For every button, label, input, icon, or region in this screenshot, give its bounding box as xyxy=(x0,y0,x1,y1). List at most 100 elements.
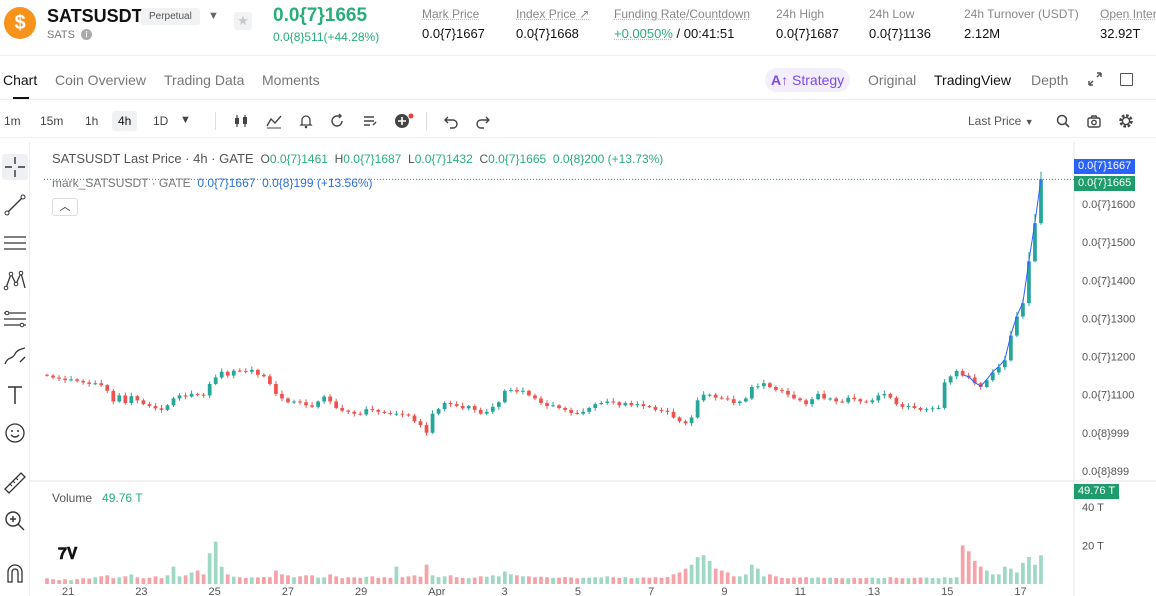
candle-body xyxy=(298,401,302,403)
candle-body xyxy=(268,376,272,384)
candle-body xyxy=(141,400,146,405)
tab-original[interactable]: Original xyxy=(868,72,917,88)
volume-bar xyxy=(370,576,375,584)
candle-body xyxy=(153,406,158,409)
volume-bar xyxy=(201,574,206,584)
stat-index-price[interactable]: Index Price ↗ 0.0{7}1668 xyxy=(516,7,590,41)
tab-trading-data[interactable]: Trading Data xyxy=(164,72,245,88)
candle-body xyxy=(870,400,875,403)
volume-bar xyxy=(719,570,724,584)
price-axis-tick: 0.0{7}1500 xyxy=(1082,237,1135,249)
candle-body xyxy=(165,405,170,410)
camera-icon[interactable] xyxy=(1086,113,1102,129)
stat-open-interest: Open Inter 32.92T xyxy=(1100,7,1156,41)
window-icon[interactable] xyxy=(1120,73,1133,86)
volume-bar xyxy=(551,577,555,584)
candle-body xyxy=(581,411,586,414)
candle-body xyxy=(593,404,598,408)
info-icon[interactable]: i xyxy=(81,29,92,40)
time-axis-tick: 29 xyxy=(355,586,367,596)
candle-body xyxy=(876,395,881,401)
replay-icon[interactable] xyxy=(329,113,345,129)
volume-bar xyxy=(63,579,67,584)
drawing-tools-sidebar xyxy=(0,142,30,596)
expand-icon[interactable] xyxy=(1087,71,1103,87)
timeframe-1h[interactable]: 1h xyxy=(85,114,99,128)
candle-body xyxy=(418,421,423,426)
search-icon[interactable] xyxy=(1055,113,1071,129)
candle-body xyxy=(340,407,345,411)
star-icon[interactable]: ★ xyxy=(234,12,252,30)
candle-body xyxy=(328,396,333,402)
volume-bar xyxy=(581,577,586,584)
brush-icon[interactable] xyxy=(2,344,28,370)
redo-icon[interactable] xyxy=(475,113,491,129)
volume-bar xyxy=(105,575,110,584)
horizontal-lines-icon[interactable] xyxy=(2,230,28,256)
candle-body xyxy=(370,409,375,411)
volume-bar xyxy=(171,566,176,584)
time-axis-tick: 23 xyxy=(135,586,147,596)
candle-body xyxy=(810,399,814,405)
candle-body xyxy=(478,409,483,414)
volume-bar xyxy=(412,575,417,584)
volume-bar xyxy=(593,577,598,584)
tab-tradingview[interactable]: TradingView xyxy=(934,72,1012,88)
collapse-legend-button[interactable]: ︿ xyxy=(52,198,78,216)
candle-body xyxy=(533,395,537,399)
volume-bar xyxy=(768,574,772,584)
chevron-down-icon[interactable]: ▼ xyxy=(208,10,219,22)
stat-funding-rate: Funding Rate/Countdown +0.0050% / 00:41:… xyxy=(614,7,751,41)
volume-bar xyxy=(780,577,784,584)
last-price-tag: 0.0{7}1665 xyxy=(1074,176,1136,191)
strategy-button[interactable]: A↑ Strategy xyxy=(765,68,851,92)
timeframe-4h[interactable]: 4h xyxy=(112,111,138,131)
candles-icon[interactable] xyxy=(233,113,249,129)
zoom-in-icon[interactable] xyxy=(2,508,28,534)
undo-icon[interactable] xyxy=(443,113,459,129)
time-axis-tick: 9 xyxy=(721,586,727,596)
trend-line-icon[interactable] xyxy=(2,192,28,218)
volume-bar xyxy=(418,576,423,584)
time-axis-tick: 5 xyxy=(575,586,581,596)
gear-icon[interactable] xyxy=(1118,113,1134,129)
tab-coin-overview[interactable]: Coin Overview xyxy=(55,72,147,88)
volume-bar xyxy=(147,577,152,584)
price-source-select[interactable]: Last Price ▼ xyxy=(968,114,1034,128)
alert-icon[interactable] xyxy=(298,113,314,129)
timeframe-1m[interactable]: 1m xyxy=(4,114,21,128)
volume-bar xyxy=(834,578,839,584)
add-indicator-icon[interactable] xyxy=(394,113,414,129)
price-chart[interactable]: 0.0{7}1600 0.0{7}1500 0.0{7}1400 0.0{7}1300… xyxy=(30,142,1156,596)
volume-bar xyxy=(262,577,266,584)
volume-bar xyxy=(906,578,911,584)
candle-body xyxy=(725,398,730,400)
ruler-icon[interactable] xyxy=(2,470,28,496)
tab-chart[interactable]: Chart xyxy=(3,72,38,88)
volume-bar xyxy=(1033,564,1037,584)
symbol-title[interactable]: SATSUSDT xyxy=(47,6,143,26)
text-icon[interactable] xyxy=(2,382,28,408)
volume-bar xyxy=(219,566,224,584)
indicators-icon[interactable] xyxy=(266,113,282,129)
fib-retracement-icon[interactable] xyxy=(2,306,28,332)
tab-depth[interactable]: Depth xyxy=(1031,72,1069,88)
chevron-down-icon[interactable]: ▼ xyxy=(180,114,191,126)
template-icon[interactable] xyxy=(362,113,378,129)
time-axis-tick: 13 xyxy=(868,586,880,596)
timeframe-1d[interactable]: 1D xyxy=(153,114,169,128)
pattern-icon[interactable] xyxy=(2,268,28,294)
volume-bar xyxy=(948,577,953,584)
volume-bar xyxy=(177,576,182,584)
volume-bar xyxy=(509,574,513,584)
magnet-icon[interactable] xyxy=(2,560,28,586)
tab-moments[interactable]: Moments xyxy=(262,72,320,88)
volume-bar xyxy=(334,576,339,584)
chart-area[interactable]: 0.0{7}1600 0.0{7}1500 0.0{7}1400 0.0{7}1300… xyxy=(30,142,1156,596)
candle-body xyxy=(1015,316,1019,336)
emoji-icon[interactable] xyxy=(2,420,28,446)
timeframe-15m[interactable]: 15m xyxy=(40,114,64,128)
volume-bar xyxy=(69,580,73,584)
crosshair-icon[interactable] xyxy=(2,154,28,180)
candle-body xyxy=(171,398,176,406)
